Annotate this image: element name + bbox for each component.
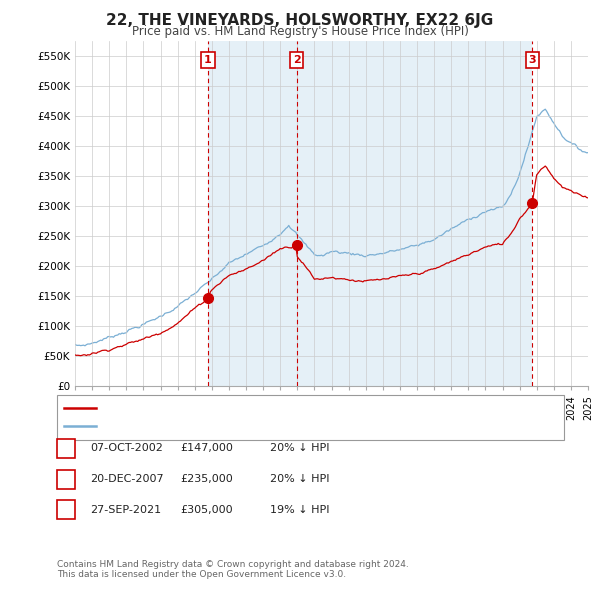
Bar <box>208 41 532 386</box>
Text: £235,000: £235,000 <box>180 474 233 484</box>
Text: 20% ↓ HPI: 20% ↓ HPI <box>270 474 329 484</box>
Text: £147,000: £147,000 <box>180 444 233 453</box>
Text: 22, THE VINEYARDS, HOLSWORTHY, EX22 6JG (detached house): 22, THE VINEYARDS, HOLSWORTHY, EX22 6JG … <box>102 403 434 412</box>
Text: Price paid vs. HM Land Registry's House Price Index (HPI): Price paid vs. HM Land Registry's House … <box>131 25 469 38</box>
Text: 3: 3 <box>529 55 536 65</box>
Text: 27-SEP-2021: 27-SEP-2021 <box>90 505 161 514</box>
Text: 22, THE VINEYARDS, HOLSWORTHY, EX22 6JG: 22, THE VINEYARDS, HOLSWORTHY, EX22 6JG <box>106 13 494 28</box>
Text: 1: 1 <box>204 55 212 65</box>
Text: 2: 2 <box>293 55 301 65</box>
Text: HPI: Average price, detached house, Torridge: HPI: Average price, detached house, Torr… <box>102 421 337 431</box>
Text: 20% ↓ HPI: 20% ↓ HPI <box>270 444 329 453</box>
Text: 3: 3 <box>62 505 70 514</box>
Text: Contains HM Land Registry data © Crown copyright and database right 2024.
This d: Contains HM Land Registry data © Crown c… <box>57 560 409 579</box>
Text: 1: 1 <box>62 444 70 453</box>
Text: £305,000: £305,000 <box>180 505 233 514</box>
Text: 2: 2 <box>62 474 70 484</box>
Text: 20-DEC-2007: 20-DEC-2007 <box>90 474 164 484</box>
Text: 19% ↓ HPI: 19% ↓ HPI <box>270 505 329 514</box>
Text: 07-OCT-2002: 07-OCT-2002 <box>90 444 163 453</box>
